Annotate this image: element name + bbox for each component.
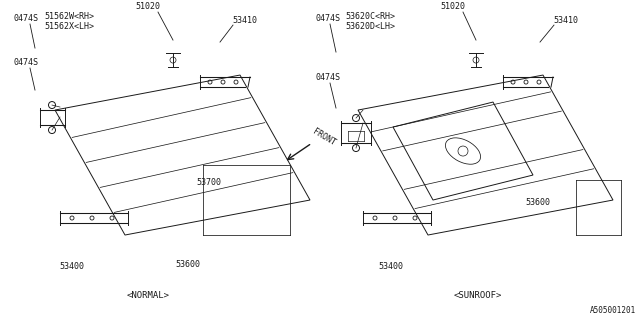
Text: 0474S: 0474S <box>14 14 39 23</box>
Text: 0474S: 0474S <box>315 14 340 23</box>
Text: 53410: 53410 <box>553 16 578 25</box>
Text: 51020: 51020 <box>440 2 465 11</box>
Text: 53600: 53600 <box>175 260 200 269</box>
Text: 53700: 53700 <box>196 178 221 187</box>
Text: <NORMAL>: <NORMAL> <box>127 291 170 300</box>
Text: 53620C<RH>: 53620C<RH> <box>345 12 395 21</box>
Text: 53620D<LH>: 53620D<LH> <box>345 22 395 31</box>
Text: 53410: 53410 <box>232 16 257 25</box>
Text: 51562X<LH>: 51562X<LH> <box>44 22 94 31</box>
Text: 0474S: 0474S <box>14 58 39 67</box>
Text: FRONT: FRONT <box>311 127 337 148</box>
Text: 51020: 51020 <box>135 2 160 11</box>
Text: 53600: 53600 <box>525 198 550 207</box>
Text: 51562W<RH>: 51562W<RH> <box>44 12 94 21</box>
Text: <SUNROOF>: <SUNROOF> <box>454 291 502 300</box>
Text: A505001201: A505001201 <box>589 306 636 315</box>
Text: 0474S: 0474S <box>315 73 340 82</box>
Text: 53400: 53400 <box>59 262 84 271</box>
Text: 53400: 53400 <box>378 262 403 271</box>
